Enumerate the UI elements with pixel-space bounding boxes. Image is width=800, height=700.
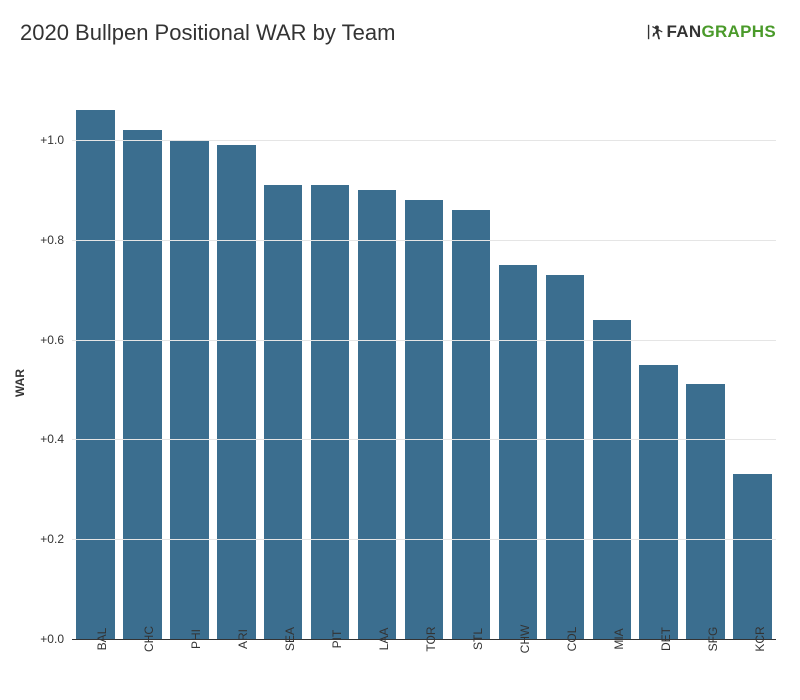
bar xyxy=(686,384,724,639)
x-tick-label: DET xyxy=(645,627,673,651)
x-tick-label: MIA xyxy=(598,628,626,649)
gridline xyxy=(72,140,776,141)
x-tick-label: KCR xyxy=(739,626,767,651)
x-tick-label: COL xyxy=(551,627,579,652)
bar-slot: CHC xyxy=(119,90,166,639)
x-tick-label: LAA xyxy=(363,628,391,651)
bar-slot: PHI xyxy=(166,90,213,639)
x-tick-label: STL xyxy=(457,628,485,650)
bar-slot: BAL xyxy=(72,90,119,639)
bars-group: BALCHCPHIARISEAPITLAATORSTLCHWCOLMIADETS… xyxy=(72,90,776,639)
bar xyxy=(733,474,771,639)
y-tick-label: +0.0 xyxy=(40,632,72,646)
plot-area: BALCHCPHIARISEAPITLAATORSTLCHWCOLMIADETS… xyxy=(72,90,776,640)
bar xyxy=(170,140,208,639)
fangraphs-logo: FANGRAPHS xyxy=(647,20,776,42)
x-tick-label: SFG xyxy=(692,627,720,652)
bar xyxy=(217,145,255,639)
y-tick-label: +0.6 xyxy=(40,333,72,347)
bar-slot: MIA xyxy=(588,90,635,639)
x-tick-label: SEA xyxy=(269,627,297,651)
x-tick-label: CHC xyxy=(128,626,156,652)
y-axis-label: WAR xyxy=(13,369,27,397)
chart-header: 2020 Bullpen Positional WAR by Team FANG… xyxy=(0,0,800,46)
x-tick-label: CHW xyxy=(504,625,532,654)
bar xyxy=(405,200,443,639)
bar xyxy=(546,275,584,639)
x-tick-label: PHI xyxy=(175,629,203,649)
gridline xyxy=(72,240,776,241)
x-tick-label: TOR xyxy=(410,626,438,651)
logo-text: FANGRAPHS xyxy=(667,22,776,42)
bar-slot: COL xyxy=(541,90,588,639)
logo-text-dark: FAN xyxy=(667,22,702,41)
bar xyxy=(123,130,161,639)
bar xyxy=(452,210,490,639)
bar-slot: STL xyxy=(448,90,495,639)
chart-title: 2020 Bullpen Positional WAR by Team xyxy=(20,20,395,46)
x-tick-label: ARI xyxy=(222,629,250,649)
bar-slot: ARI xyxy=(213,90,260,639)
logo-text-green: GRAPHS xyxy=(701,22,776,41)
gridline xyxy=(72,439,776,440)
x-tick-label: BAL xyxy=(81,628,109,651)
y-tick-label: +0.2 xyxy=(40,532,72,546)
bar-slot: TOR xyxy=(401,90,448,639)
x-tick-label: PIT xyxy=(316,630,344,649)
bar xyxy=(264,185,302,639)
bar-slot: PIT xyxy=(307,90,354,639)
bar-slot: CHW xyxy=(494,90,541,639)
y-tick-label: +0.8 xyxy=(40,233,72,247)
bar-slot: SEA xyxy=(260,90,307,639)
bar xyxy=(358,190,396,639)
gridline xyxy=(72,340,776,341)
bar xyxy=(311,185,349,639)
chart-container: 2020 Bullpen Positional WAR by Team FANG… xyxy=(0,0,800,700)
bar-slot: LAA xyxy=(354,90,401,639)
batter-icon xyxy=(647,23,665,41)
bar xyxy=(499,265,537,639)
bar xyxy=(593,320,631,639)
gridline xyxy=(72,539,776,540)
bar-slot: DET xyxy=(635,90,682,639)
y-tick-label: +1.0 xyxy=(40,133,72,147)
bar xyxy=(76,110,114,639)
y-tick-label: +0.4 xyxy=(40,432,72,446)
chart-area: WAR BALCHCPHIARISEAPITLAATORSTLCHWCOLMIA… xyxy=(0,65,800,700)
bar-slot: KCR xyxy=(729,90,776,639)
bar xyxy=(639,365,677,640)
bar-slot: SFG xyxy=(682,90,729,639)
